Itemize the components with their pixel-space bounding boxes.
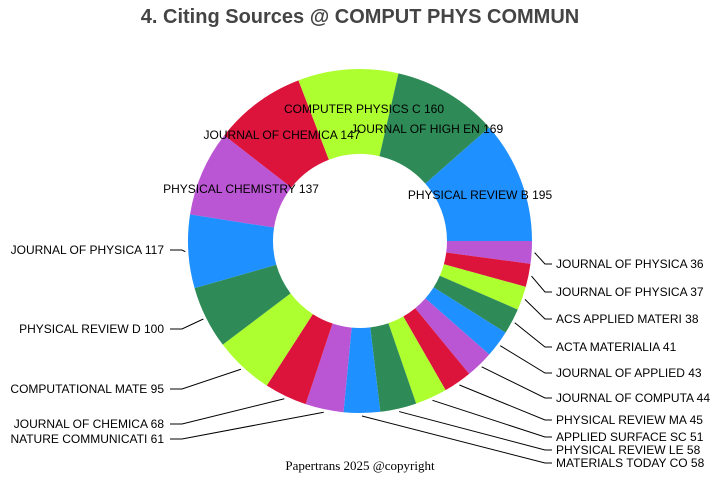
slices [188, 68, 532, 413]
leader-line [170, 368, 242, 390]
donut-slice [446, 241, 532, 264]
leader-line [524, 299, 552, 320]
leader-line [170, 398, 285, 425]
donut-slice [266, 314, 333, 405]
leader-line [170, 249, 186, 253]
leader-line [170, 318, 204, 330]
leader-line [514, 322, 552, 348]
donut-slice [403, 308, 470, 391]
donut-slice [298, 68, 399, 160]
leader-line [499, 345, 552, 374]
copyright-footer: Papertrans 2025 @copyright [285, 458, 435, 473]
donut-slice [388, 316, 446, 404]
slice-label: JOURNAL OF COMPUTA 44 [556, 391, 710, 405]
donut-slice [439, 264, 526, 310]
slice-label: JOURNAL OF CHEMICA 68 [14, 417, 165, 431]
slice-label: PHYSICAL REVIEW LE 58 [556, 443, 701, 457]
donut-slice [425, 287, 506, 355]
slice-label: JOURNAL OF CHEMICA 147 [204, 128, 361, 142]
labels: JOURNAL OF PHYSICA 36 JOURNAL OF PHYSICA … [10, 102, 710, 470]
donut-slice [343, 327, 381, 413]
slice-label: ACS APPLIED MATERI 38 [556, 312, 699, 326]
leader-line [459, 384, 552, 421]
leader-line [361, 415, 552, 464]
slice-label: COMPUTATIONAL MATE 95 [10, 382, 164, 396]
slice-label: MATERIALS TODAY CO 58 [556, 456, 705, 470]
leader-line [531, 275, 552, 293]
slice-label: PHYSICAL REVIEW MA 45 [556, 413, 703, 427]
donut-slice [190, 135, 292, 228]
donut-slice [415, 298, 490, 374]
slice-label: JOURNAL OF APPLIED 43 [556, 366, 702, 380]
donut-slice [433, 275, 518, 333]
donut-slice [305, 323, 352, 413]
donut-slice [370, 323, 417, 412]
slice-label: JOURNAL OF HIGH EN 169 [351, 122, 504, 136]
slice-label: PHYSICAL REVIEW B 195 [408, 188, 553, 202]
slice-label: ACTA MATERIALIA 41 [556, 340, 677, 354]
donut-slice [188, 214, 277, 289]
slice-label: NATURE COMMUNICATI 61 [10, 432, 164, 446]
slice-label: PHYSICAL CHEMISTRY 137 [163, 182, 319, 196]
slice-label: PHYSICAL REVIEW D 100 [19, 322, 164, 336]
leader-line [398, 411, 552, 451]
donut-slice [425, 127, 532, 241]
slice-label: JOURNAL OF PHYSICA 36 [556, 257, 704, 271]
donut-slice [379, 73, 490, 184]
donut-slice [222, 293, 313, 386]
donut-slice [224, 80, 329, 188]
leader-line [534, 252, 552, 265]
slice-label: JOURNAL OF PHYSICA 117 [11, 243, 165, 257]
leader-line [432, 399, 552, 438]
slice-label: COMPUTER PHYSICS C 160 [284, 102, 444, 116]
chart-title: 4. Citing Sources @ COMPUT PHYS COMMUN [140, 6, 580, 28]
leader-line [170, 411, 324, 440]
donut-slice [194, 264, 291, 345]
donut-slice [443, 252, 531, 287]
leader-line [481, 366, 552, 399]
slice-label: JOURNAL OF PHYSICA 37 [556, 285, 704, 299]
slice-label: APPLIED SURFACE SC 51 [556, 430, 704, 444]
